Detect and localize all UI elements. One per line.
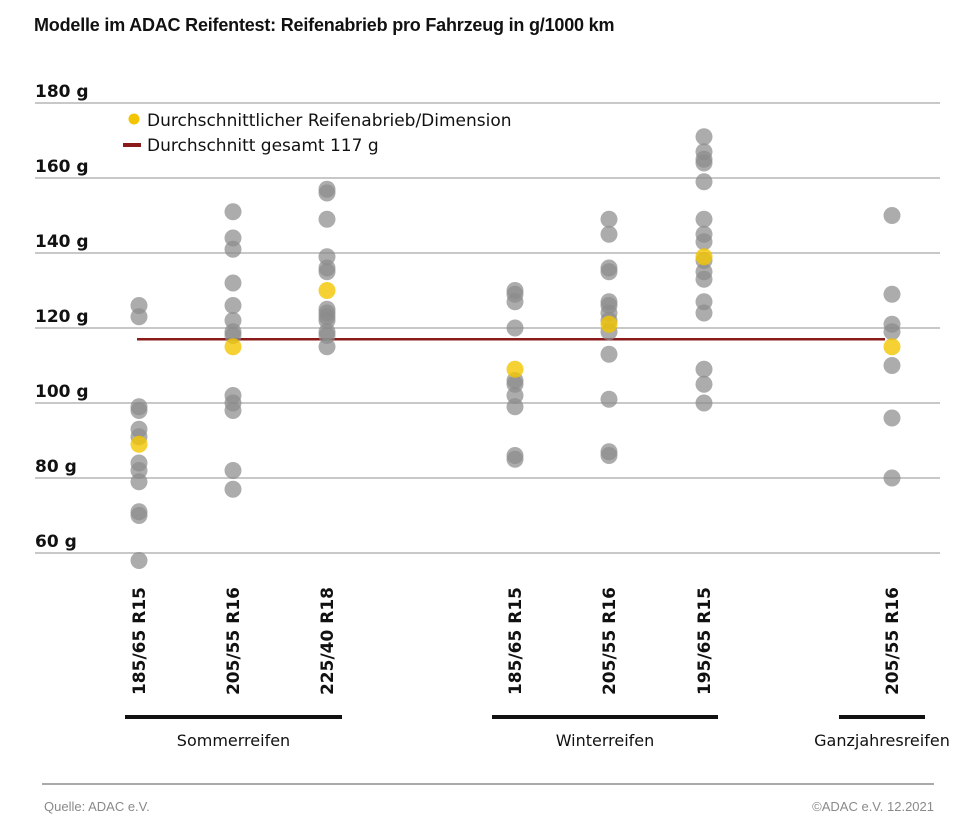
x-axis-ticks: 185/65 R15 205/55 R16 225/40 R18 185/65 R15… — [130, 587, 903, 695]
average-point — [695, 248, 713, 266]
data-point — [506, 398, 524, 416]
data-point — [695, 154, 713, 172]
category-points — [318, 180, 336, 356]
y-tick-label: 160 g — [35, 157, 89, 177]
group-labels: Sommerreifen Winterreifen Ganzjahresreifen — [125, 715, 950, 750]
data-point — [883, 357, 901, 374]
x-tick-label: 205/55 R16 — [600, 587, 620, 695]
group-label: Ganzjahresreifen — [814, 731, 950, 750]
data-point — [883, 469, 901, 487]
category-points — [130, 297, 148, 569]
data-point — [506, 293, 524, 311]
average-point — [883, 338, 901, 356]
data-point — [224, 297, 242, 314]
y-tick-label: 60 g — [35, 532, 77, 552]
average-point — [130, 435, 148, 453]
x-tick-label: 205/55 R16 — [224, 587, 244, 695]
group-bracket — [839, 715, 925, 719]
group-bracket — [125, 715, 342, 719]
data-point — [600, 210, 618, 228]
group-label: Winterreifen — [556, 731, 655, 750]
x-tick-label: 185/65 R15 — [130, 587, 150, 695]
data-point — [318, 184, 336, 202]
average-point — [224, 338, 242, 356]
data-point — [883, 285, 901, 303]
y-tick-label: 80 g — [35, 457, 77, 477]
y-tick-label: 120 g — [35, 307, 89, 327]
data-point — [224, 274, 242, 292]
legend: Durchschnittlicher Reifenabrieb/Dimensio… — [123, 111, 512, 156]
x-tick-label: 195/65 R15 — [695, 587, 715, 695]
x-tick-label: 205/55 R16 — [883, 587, 903, 695]
y-tick-label: 140 g — [35, 232, 89, 252]
data-point — [600, 447, 618, 464]
data-point — [883, 323, 901, 341]
data-point — [318, 338, 336, 356]
category-points — [695, 128, 713, 412]
data-point — [506, 319, 524, 337]
data-point — [224, 240, 242, 258]
data-point — [130, 402, 148, 419]
data-point — [883, 207, 901, 224]
data-point — [130, 308, 148, 326]
data-point — [224, 480, 242, 498]
data-point — [224, 462, 242, 479]
legend-dot-icon — [128, 113, 140, 125]
average-point — [600, 315, 618, 333]
average-point — [318, 282, 336, 299]
source-note: Quelle: ADAC e.V. — [44, 799, 150, 814]
data-point — [695, 270, 713, 288]
data-points — [130, 128, 901, 569]
y-axis-ticks: 180 g 160 g 140 g 120 g 100 g 80 g 60 g — [35, 82, 89, 552]
y-tick-label: 100 g — [35, 382, 89, 402]
average-point — [506, 360, 524, 378]
copyright-note: ©ADAC e.V. 12.2021 — [812, 799, 934, 814]
data-point — [224, 402, 242, 419]
legend-label: Durchschnitt gesamt 117 g — [147, 136, 379, 156]
data-point — [695, 233, 713, 251]
data-point — [506, 450, 524, 468]
category-points — [224, 203, 242, 498]
scatter-chart: 180 g 160 g 140 g 120 g 100 g 80 g 60 g Durchs… — [35, 82, 950, 750]
data-point — [130, 473, 148, 491]
data-point — [318, 263, 336, 281]
data-point — [600, 345, 618, 363]
data-point — [224, 203, 242, 221]
legend-label: Durchschnittlicher Reifenabrieb/Dimensio… — [147, 111, 512, 131]
data-point — [695, 375, 713, 393]
footer-divider — [42, 783, 934, 785]
data-point — [883, 409, 901, 427]
data-point — [600, 390, 618, 408]
y-tick-label: 180 g — [35, 82, 89, 102]
data-point — [695, 360, 713, 378]
chart-title: Modelle im ADAC Reifentest: Reifenabrieb… — [34, 15, 615, 35]
group-bracket — [492, 715, 718, 719]
data-point — [600, 263, 618, 281]
category-points — [883, 207, 901, 487]
data-point — [130, 507, 148, 524]
data-point — [695, 173, 713, 191]
data-point — [695, 394, 713, 412]
x-tick-label: 185/65 R15 — [506, 587, 526, 695]
data-point — [600, 225, 618, 243]
data-point — [695, 128, 713, 146]
data-point — [695, 304, 713, 322]
category-points — [600, 210, 618, 464]
data-point — [130, 552, 148, 569]
legend-line-icon — [123, 143, 141, 147]
gridlines — [35, 102, 940, 554]
x-tick-label: 225/40 R18 — [318, 587, 338, 695]
category-points — [506, 282, 524, 468]
data-point — [318, 210, 336, 228]
data-point — [695, 210, 713, 228]
group-label: Sommerreifen — [177, 731, 290, 750]
